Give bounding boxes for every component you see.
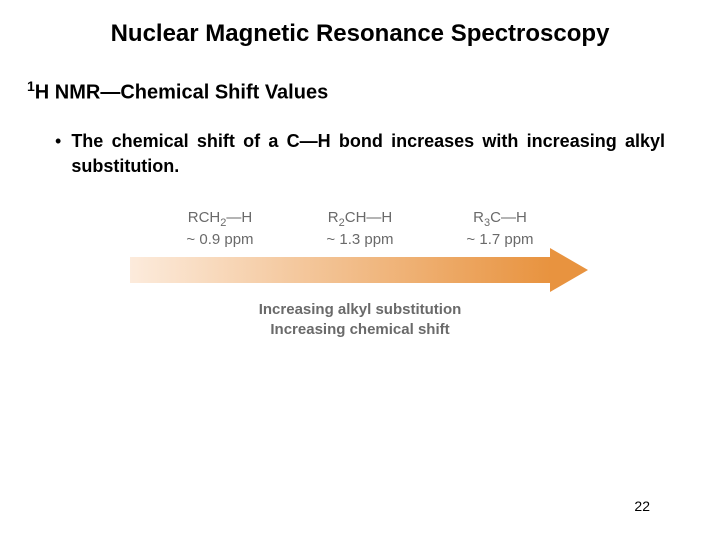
figure: RCH2—H R2CH—H R3C—H ~ 0.9 ppm ~ 1.3 ppm … [130, 209, 590, 339]
page-title: Nuclear Magnetic Resonance Spectroscopy [55, 20, 665, 48]
ppm-tertiary: ~ 1.7 ppm [430, 231, 570, 248]
arrow-body [130, 257, 550, 283]
formula-c-pre: R [473, 209, 484, 226]
formula-a-pre: RCH [188, 209, 221, 226]
formula-b-pre: R [328, 209, 339, 226]
formula-secondary: R2CH—H [290, 209, 430, 229]
subtitle: 1H NMR—Chemical Shift Values [27, 78, 665, 105]
ppm-row: ~ 0.9 ppm ~ 1.3 ppm ~ 1.7 ppm [130, 231, 590, 254]
formula-tertiary: R3C—H [430, 209, 570, 229]
subtitle-superscript: 1 [27, 78, 35, 94]
ppm-primary: ~ 0.9 ppm [150, 231, 290, 248]
bullet-item: • The chemical shift of a C—H bond incre… [55, 129, 665, 179]
subtitle-text: H NMR—Chemical Shift Values [35, 82, 328, 104]
caption-line-2: Increasing chemical shift [130, 320, 590, 340]
page-number: 22 [634, 498, 650, 514]
bullet-marker: • [55, 129, 61, 154]
formula-primary: RCH2—H [150, 209, 290, 229]
bullet-text: The chemical shift of a C—H bond increas… [71, 129, 665, 179]
formula-c-mid: C—H [490, 209, 527, 226]
figure-caption: Increasing alkyl substitution Increasing… [130, 300, 590, 339]
arrow-head-icon [550, 248, 588, 292]
ppm-secondary: ~ 1.3 ppm [290, 231, 430, 248]
formula-row: RCH2—H R2CH—H R3C—H [130, 209, 590, 231]
formula-a-tail: —H [226, 209, 252, 226]
formula-b-mid: CH—H [345, 209, 393, 226]
gradient-arrow [130, 254, 590, 286]
caption-line-1: Increasing alkyl substitution [130, 300, 590, 320]
